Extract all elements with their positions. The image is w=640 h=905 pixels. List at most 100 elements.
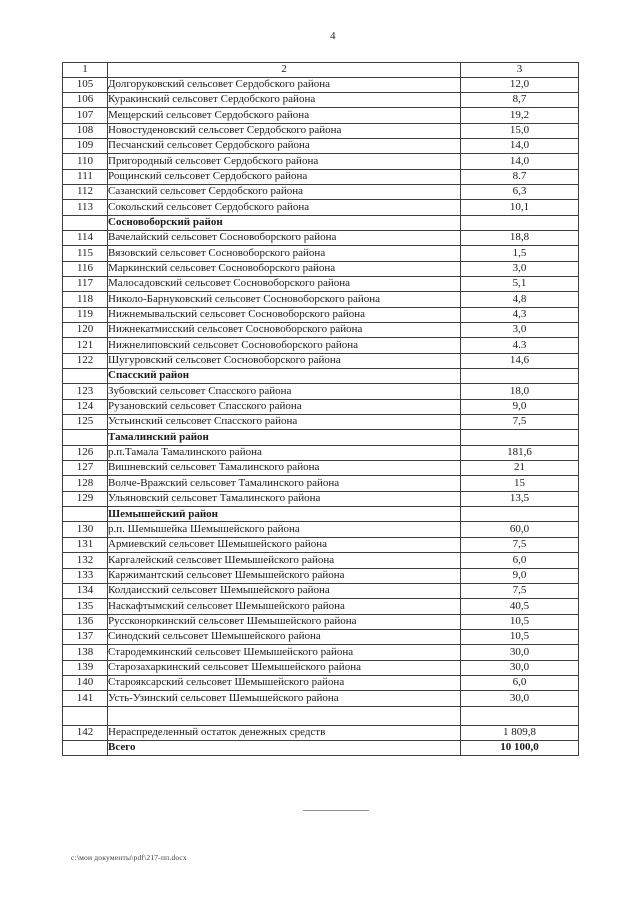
row-number: 121 <box>62 337 108 354</box>
row-name: Каржимантский сельсовет Шемышейского рай… <box>107 567 461 584</box>
table-row: 142 Нераспределенный остаток денежных сре… <box>62 724 579 741</box>
row-number: 112 <box>62 183 108 201</box>
column-header-1: 1 <box>62 62 108 78</box>
row-value: 13,5 <box>460 490 579 508</box>
row-name: Синодский сельсовет Шемышейского района <box>107 628 461 646</box>
row-value: 18,8 <box>460 229 579 247</box>
total-row: Всего 10 100,0 <box>62 739 579 757</box>
row-name: Маркинский сельсовет Сосновоборского рай… <box>107 260 461 277</box>
document-file-path: с:\мои документы\pdf\217-пп.docx <box>71 853 187 862</box>
row-value: 8,7 <box>460 91 579 109</box>
row-number: 132 <box>62 552 108 569</box>
row-name: Пригородный сельсовет Сердобского района <box>107 153 461 170</box>
row-value: 7,5 <box>460 536 579 554</box>
row-name: Вачелайский сельсовет Сосновоборского ра… <box>107 229 461 247</box>
row-number: 108 <box>62 122 108 139</box>
row-name: Долгоруковский сельсовет Сердобского рай… <box>107 76 461 93</box>
table-row: 139 Старозахаркинский сельсовет Шемышейск… <box>62 659 579 676</box>
row-number: 116 <box>62 260 108 277</box>
row-name: Нераспределенный остаток денежных средст… <box>107 724 461 741</box>
table-row: 128 Волче-Вражский сельсовет Тамалинского… <box>62 475 579 492</box>
row-value: 14,0 <box>460 137 579 155</box>
table-row: 119 Нижнемывальский сельсовет Сосновоборс… <box>62 306 579 324</box>
table-row: 105 Долгоруковский сельсовет Сердобского … <box>62 76 579 93</box>
table-row: 135 Наскафтымский сельсовет Шемышейского … <box>62 598 579 615</box>
row-number: 131 <box>62 536 108 554</box>
row-number: 125 <box>62 414 108 431</box>
row-number: 106 <box>62 91 108 109</box>
row-name: Волче-Вражский сельсовет Тамалинского ра… <box>107 475 461 492</box>
row-value: 60,0 <box>460 521 579 538</box>
row-name: Ульяновский сельсовет Тамалинского район… <box>107 490 461 508</box>
row-value: 21 <box>460 460 579 477</box>
row-number: 138 <box>62 644 108 661</box>
table-row: 120 Нижнекатмисский сельсовет Сосновоборс… <box>62 321 579 339</box>
table-row: 106 Куракинский сельсовет Сердобского рай… <box>62 91 579 109</box>
row-number: 141 <box>62 690 108 707</box>
row-number: 119 <box>62 306 108 324</box>
table-row: 107 Мещерский сельсовет Сердобского район… <box>62 107 579 124</box>
table-row: 134 Колдаисский сельсовет Шемышейского ра… <box>62 582 579 600</box>
row-name: Наскафтымский сельсовет Шемышейского рай… <box>107 598 461 615</box>
row-value: 7,5 <box>460 414 579 431</box>
table-row: 132 Каргалейский сельсовет Шемышейского р… <box>62 552 579 569</box>
row-number: 137 <box>62 628 108 646</box>
row-name: Шугуровский сельсовет Сосновоборского ра… <box>107 352 461 370</box>
table-header: 1 2 3 <box>62 62 579 78</box>
row-number: 117 <box>62 275 108 293</box>
table-row: 137 Синодский сельсовет Шемышейского райо… <box>62 628 579 646</box>
row-number: 110 <box>62 153 108 170</box>
page-number: 4 <box>330 30 336 42</box>
table-row: 114 Вачелайский сельсовет Сосновоборского… <box>62 229 579 247</box>
row-value: 10 100,0 <box>460 739 579 757</box>
table-row: 131 Армиевский сельсовет Шемышейского рай… <box>62 536 579 554</box>
row-number: 124 <box>62 398 108 416</box>
row-name: р.п. Шемышейка Шемышейского района <box>107 521 461 538</box>
table-row: 125 Устьинский сельсовет Спасского района… <box>62 414 579 431</box>
row-value: 10,1 <box>460 199 579 216</box>
row-value <box>460 214 579 231</box>
row-value <box>460 429 579 446</box>
row-number: 135 <box>62 598 108 615</box>
table-row: 126 р.п.Тамала Тамалинского района 181,6 <box>62 444 579 462</box>
row-value: 6,3 <box>460 183 579 201</box>
signature-divider-line <box>303 810 369 811</box>
row-value: 7,5 <box>460 582 579 600</box>
row-value: 1 809,8 <box>460 724 579 741</box>
row-value: 5,1 <box>460 275 579 293</box>
row-value: 6,0 <box>460 552 579 569</box>
row-value <box>460 506 579 523</box>
table-row: 109 Песчанский сельсовет Сердобского райо… <box>62 137 579 155</box>
table-row: 112 Сазанский сельсовет Сердобского район… <box>62 183 579 201</box>
row-value: 8.7 <box>460 168 579 185</box>
row-value: 4,8 <box>460 291 579 308</box>
row-name: Песчанский сельсовет Сердобского района <box>107 137 461 155</box>
row-number: 134 <box>62 582 108 600</box>
table-row: 110 Пригородный сельсовет Сердобского рай… <box>62 153 579 170</box>
row-name: Руссконоркинский сельсовет Шемышейского … <box>107 613 461 630</box>
row-name: Сосновоборский район <box>107 214 461 231</box>
row-number: 142 <box>62 724 108 741</box>
row-name: Новостуденовский сельсовет Сердобского р… <box>107 122 461 139</box>
row-name: Сокольский сельсовет Сердобского района <box>107 199 461 216</box>
row-number <box>62 368 108 385</box>
row-number: 136 <box>62 613 108 630</box>
row-number: 105 <box>62 76 108 93</box>
row-name: Зубовский сельсовет Спасского района <box>107 383 461 400</box>
table-row: 124 Рузановский сельсовет Спасского район… <box>62 398 579 416</box>
row-name <box>107 705 461 726</box>
row-number <box>62 214 108 231</box>
row-name: Шемышейский район <box>107 506 461 523</box>
table-row: 138 Стародемкинский сельсовет Шемышейског… <box>62 644 579 661</box>
row-name: Колдаисский сельсовет Шемышейского район… <box>107 582 461 600</box>
row-number: 130 <box>62 521 108 538</box>
table-row: 141 Усть-Узинский сельсовет Шемышейского … <box>62 690 579 707</box>
table-row: 122 Шугуровский сельсовет Сосновоборского… <box>62 352 579 370</box>
row-number: 127 <box>62 460 108 477</box>
row-name: Усть-Узинский сельсовет Шемышейского рай… <box>107 690 461 707</box>
section-row: Шемышейский район <box>62 506 579 523</box>
header-row: 1 2 3 <box>62 62 579 78</box>
row-name: Каргалейский сельсовет Шемышейского райо… <box>107 552 461 569</box>
table-row: 136 Руссконоркинский сельсовет Шемышейско… <box>62 613 579 630</box>
table-row: 108 Новостуденовский сельсовет Сердобског… <box>62 122 579 139</box>
